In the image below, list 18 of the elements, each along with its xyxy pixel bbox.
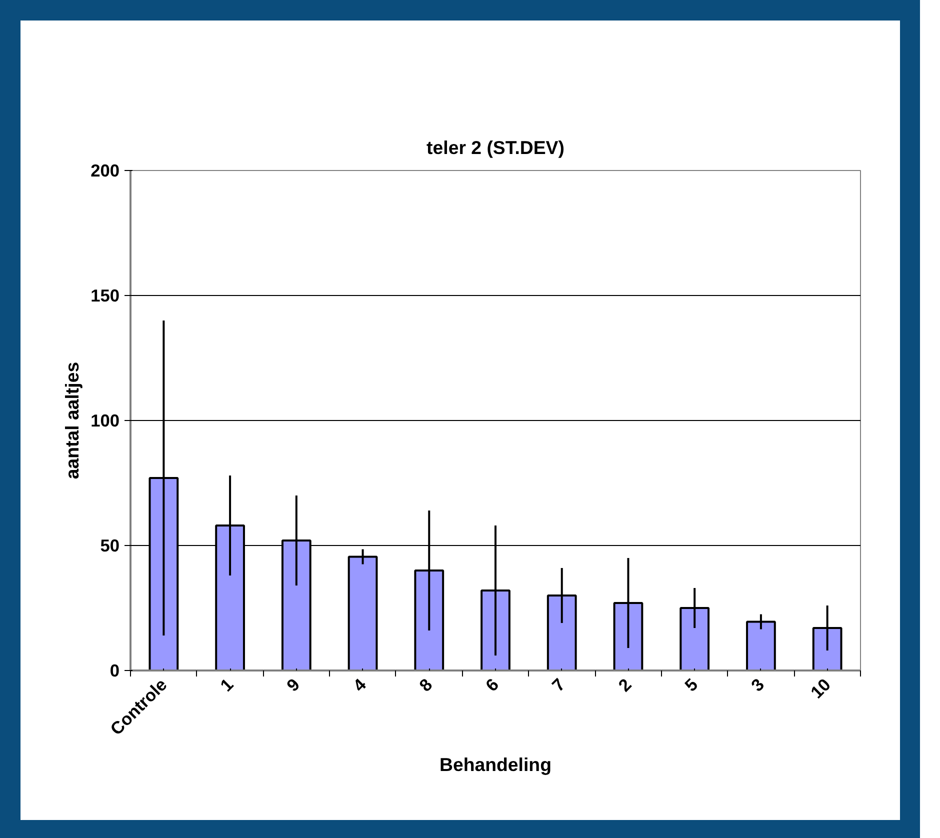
x-tick-label: 7 <box>548 674 569 696</box>
y-tick-label: 150 <box>90 286 120 306</box>
y-tick-label: 100 <box>90 410 120 430</box>
x-tick-label: 3 <box>747 674 768 696</box>
chart-title: teler 2 (ST.DEV) <box>426 137 564 158</box>
x-tick-label: 10 <box>806 674 834 702</box>
x-tick-label: 9 <box>282 674 304 696</box>
y-axis-title: aantal aaltjes <box>62 362 83 480</box>
x-tick-label: 2 <box>614 674 636 696</box>
x-tick-label: 5 <box>680 674 702 696</box>
x-tick-label: 4 <box>348 674 370 696</box>
x-tick-label: 6 <box>482 674 503 696</box>
y-tick-label: 200 <box>90 160 120 180</box>
y-tick-label: 50 <box>100 536 120 556</box>
x-tick-label: 1 <box>216 674 238 696</box>
x-tick-label: 8 <box>415 674 436 696</box>
y-tick-label: 0 <box>110 660 120 680</box>
x-axis-title: Behandeling <box>440 754 552 775</box>
